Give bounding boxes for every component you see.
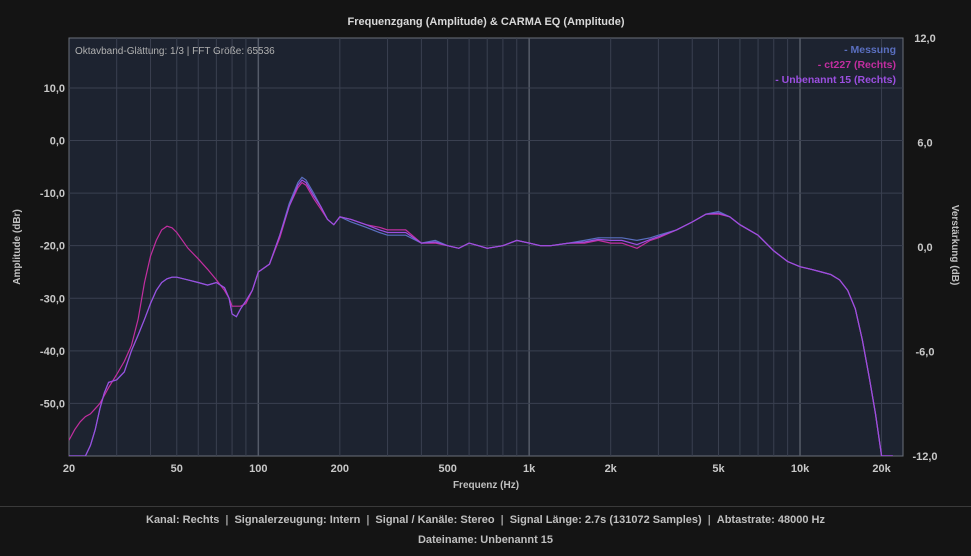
footer-divider: | bbox=[707, 514, 711, 526]
y2-tick-label: -12,0 bbox=[912, 451, 937, 463]
legend: - Messung - ct227 (Rechts) - Unbenannt 15 … bbox=[775, 44, 896, 86]
y-axis-label: Amplitude (dBr) bbox=[12, 209, 23, 285]
y-tick-label: -40,0 bbox=[40, 346, 65, 358]
y-tick-label: -30,0 bbox=[40, 293, 65, 305]
x-tick-label: 1k bbox=[523, 463, 536, 475]
info-text: Oktavband-Glättung: 1/3 | FFT Größe: 655… bbox=[75, 46, 275, 57]
footer-info: Kanal: Rechts | Signalerzeugung: Intern | Si… bbox=[0, 514, 971, 526]
plot-area bbox=[68, 37, 904, 457]
y2-axis-label: Verstärkung (dB) bbox=[949, 205, 960, 286]
footer-abtastrate: Abtastrate: 48000 Hz bbox=[716, 514, 825, 526]
x-tick-label: 20 bbox=[63, 463, 75, 475]
footer-dateiname: Dateiname: Unbenannt 15 bbox=[417, 534, 554, 546]
x-axis-ticks: 20 50 100 200 500 1k 2k 5k 10k 20k bbox=[63, 463, 892, 475]
grid bbox=[69, 38, 903, 456]
x-tick-label: 10k bbox=[791, 463, 810, 475]
x-tick-label: 5k bbox=[712, 463, 725, 475]
footer-signal-laenge: Signal Länge: 2.7s (131072 Samples) bbox=[509, 514, 702, 526]
y-tick-label: -50,0 bbox=[40, 398, 65, 410]
y2-tick-label: 0,0 bbox=[917, 242, 932, 254]
y2-axis-ticks: 12,0 6,0 0,0 -6,0 -12,0 bbox=[912, 33, 937, 463]
series-layer bbox=[69, 176, 893, 456]
chart-title: Frequenzgang (Amplitude) & CARMA EQ (Amp… bbox=[347, 16, 624, 28]
y2-tick-label: -6,0 bbox=[916, 347, 935, 359]
legend-entry: - Unbenannt 15 (Rechts) bbox=[775, 74, 896, 86]
frequency-response-chart: 20 50 100 200 500 1k 2k 5k 10k 20k 10,0 0,0 -10,0 -2… bbox=[12, 16, 960, 491]
y-tick-label: -10,0 bbox=[40, 188, 65, 200]
footer-separator bbox=[0, 506, 971, 507]
x-tick-label: 500 bbox=[438, 463, 456, 475]
footer-divider: | bbox=[366, 514, 370, 526]
series-line-3 bbox=[69, 179, 893, 456]
footer-divider: | bbox=[500, 514, 504, 526]
legend-entry: - Messung bbox=[844, 44, 896, 56]
footer-kanal: Kanal: Rechts bbox=[146, 514, 220, 526]
x-axis-label: Frequenz (Hz) bbox=[453, 480, 519, 491]
y-tick-label: 10,0 bbox=[44, 83, 65, 95]
x-tick-label: 200 bbox=[331, 463, 349, 475]
y-tick-label: -20,0 bbox=[40, 241, 65, 253]
y2-tick-label: 6,0 bbox=[917, 138, 932, 150]
x-tick-label: 50 bbox=[171, 463, 183, 475]
x-tick-label: 2k bbox=[605, 463, 618, 475]
y2-tick-label: 12,0 bbox=[914, 33, 935, 45]
footer-signal-kanaele: Signal / Kanäle: Stereo bbox=[375, 514, 495, 526]
y-axis-ticks: 10,0 0,0 -10,0 -20,0 -30,0 -40,0 -50,0 bbox=[40, 83, 65, 410]
footer-divider: | bbox=[225, 514, 229, 526]
y-tick-label: 0,0 bbox=[50, 136, 65, 148]
footer-filename: Dateiname: Unbenannt 15 bbox=[0, 534, 971, 546]
footer-signalerzeugung: Signalerzeugung: Intern bbox=[234, 514, 361, 526]
legend-entry: - ct227 (Rechts) bbox=[818, 59, 896, 71]
x-tick-label: 100 bbox=[249, 463, 267, 475]
x-tick-label: 20k bbox=[872, 463, 891, 475]
